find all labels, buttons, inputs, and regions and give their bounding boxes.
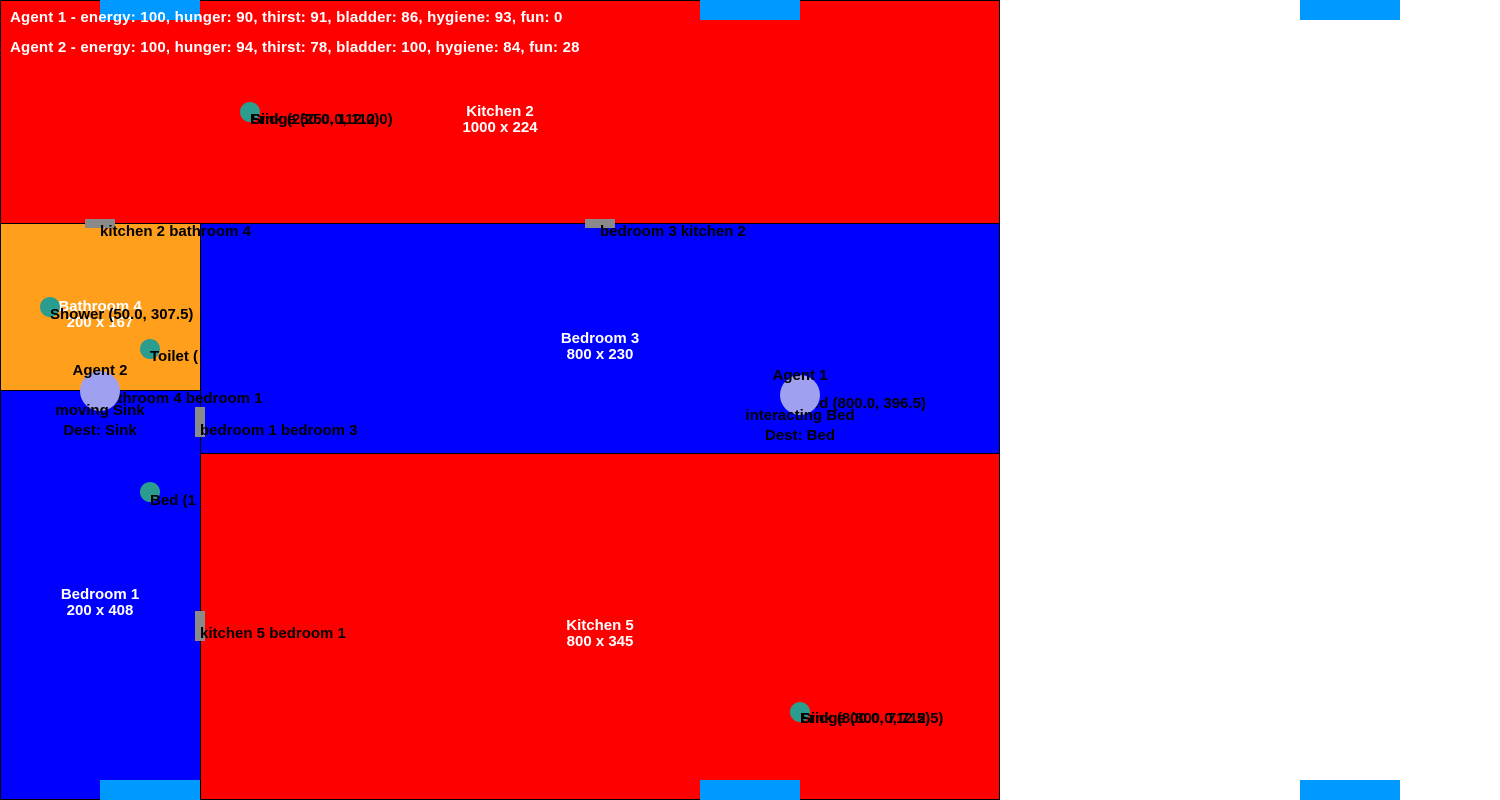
door-label-kitchen-5-bedroom-1: kitchen 5 bedroom 1 — [200, 625, 346, 642]
shower-label: Shower (50.0, 307.5) — [50, 306, 194, 323]
room-kitchen-2 — [0, 0, 1000, 224]
kitchen-5-sink-label: Sink (800.0, 712.5) — [801, 710, 931, 727]
kitchen-2-name: Kitchen 2 — [466, 103, 534, 120]
shower-object[interactable] — [40, 297, 60, 317]
door-kitchen-5-bedroom-1[interactable] — [195, 611, 205, 641]
bathroom-4-label: Bathroom 4 200 x 167 — [58, 299, 141, 331]
bedroom-1-label: Bedroom 1 200 x 408 — [61, 587, 139, 619]
agent-2-avatar[interactable] — [80, 371, 120, 411]
window-top-1 — [100, 0, 200, 20]
kitchen-5-sink-object[interactable] — [790, 702, 810, 722]
kitchen-5-name: Kitchen 5 — [566, 617, 634, 634]
kitchen-2-sink-label: Sink (250.0, 112.0) — [251, 111, 380, 128]
toilet-object[interactable] — [140, 339, 160, 359]
kitchen-2-sink-object[interactable] — [240, 102, 260, 122]
room-bedroom-1 — [0, 390, 201, 800]
room-bathroom-4 — [0, 223, 201, 391]
kitchen-5-fridge-label: Fridge (800.0, 712.5) — [800, 710, 944, 727]
door-kitchen-2-bathroom-4[interactable] — [85, 219, 115, 228]
agent-1-name: Agent 1 — [772, 367, 828, 384]
kitchen-5-label: Kitchen 5 800 x 345 — [566, 618, 634, 650]
bedroom-1-bed-object[interactable] — [140, 482, 160, 502]
bedroom-3-size: 800 x 230 — [566, 346, 634, 363]
bedroom-1-name: Bedroom 1 — [60, 586, 140, 603]
bedroom-3-label: Bedroom 3 800 x 230 — [561, 331, 639, 363]
bathroom-4-size: 200 x 167 — [66, 314, 134, 331]
agent-2-name: Agent 2 — [72, 362, 128, 379]
door-bedroom-1-bedroom-3[interactable] — [195, 407, 205, 437]
window-bottom-3 — [1300, 780, 1400, 800]
room-kitchen-5 — [200, 453, 1000, 800]
agent-2-state: moving Sink — [55, 402, 145, 419]
bedroom-1-bed-label: Bed (1 — [150, 492, 196, 509]
door-label-bedroom-3-kitchen-2: bedroom 3 kitchen 2 — [600, 223, 746, 240]
door-label-bathroom-4-bedroom-1: bathroom 4 bedroom 1 — [100, 390, 263, 407]
kitchen-2-fridge-label: Fridge (250.0, 112.0) — [250, 111, 393, 128]
kitchen-2-size: 1000 x 224 — [462, 119, 538, 136]
window-top-3 — [1300, 0, 1400, 20]
bedroom-1-size: 200 x 408 — [66, 602, 134, 619]
agent-1-dest: Dest: Bed — [764, 427, 836, 444]
window-bottom-2 — [700, 780, 800, 800]
bedroom-3-bed-label: Bed (800.0, 396.5) — [800, 395, 926, 412]
toilet-label: Toilet ( — [150, 348, 199, 365]
agent-1-status: Agent 1 - energy: 100, hunger: 90, thirs… — [10, 9, 563, 26]
window-top-2 — [700, 0, 800, 20]
kitchen-5-size: 800 x 345 — [566, 633, 634, 650]
bathroom-4-name: Bathroom 4 — [58, 298, 142, 315]
agent-1-state: interacting Bed — [745, 407, 855, 424]
kitchen-2-label: Kitchen 2 1000 x 224 — [462, 104, 537, 136]
door-label-kitchen-2-bathroom-4: kitchen 2 bathroom 4 — [100, 223, 251, 240]
door-bedroom-3-kitchen-2[interactable] — [585, 219, 615, 228]
agent-2-status: Agent 2 - energy: 100, hunger: 94, thirs… — [10, 39, 580, 56]
agent-2-dest: Dest: Sink — [63, 422, 137, 439]
door-label-bedroom-1-bedroom-3: bedroom 1 bedroom 3 — [200, 422, 358, 439]
agent-1-avatar[interactable] — [780, 375, 820, 415]
window-bottom-1 — [100, 780, 200, 800]
bedroom-3-name: Bedroom 3 — [560, 330, 640, 347]
